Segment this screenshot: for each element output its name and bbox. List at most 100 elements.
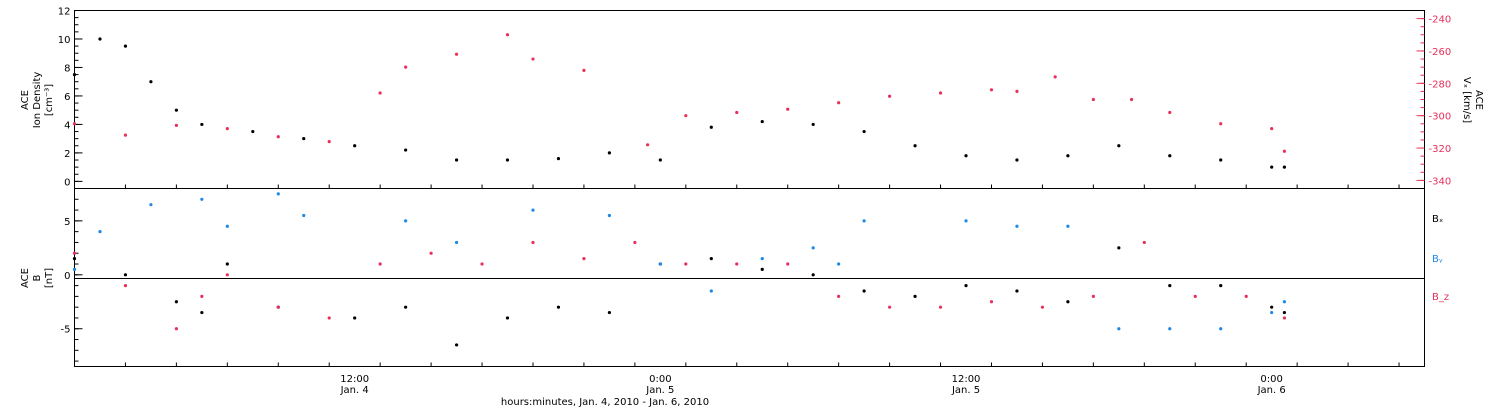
bfield-bz-point [72, 251, 77, 255]
velocity-vx-point [837, 101, 841, 105]
bfield-bz-point [1091, 294, 1095, 298]
bfield-bx-point [607, 310, 612, 315]
x-tick-label-time: 0:00 [1260, 374, 1282, 385]
bfield-by-point [607, 213, 612, 218]
bfield-bx-point [1219, 283, 1223, 288]
bfield-by-point [1117, 327, 1121, 331]
velocity-vx-point [505, 33, 510, 37]
y2-tick-label-top-right: -240 [1429, 15, 1452, 26]
bfield-bz-point [1244, 294, 1248, 298]
density-iondensity-point [1282, 165, 1287, 169]
x-tick-label-date: Jan. 4 [340, 385, 369, 396]
bfield-bz-point [786, 262, 790, 266]
density-iondensity-point [913, 144, 917, 148]
velocity-vx-point [1168, 110, 1172, 115]
data-points [72, 33, 1287, 347]
velocity-vx-point [276, 135, 280, 139]
bfield-bz-point [327, 316, 331, 320]
density-iondensity-point [251, 129, 255, 134]
velocity-vx-point [123, 133, 128, 137]
bfield-by-point [709, 289, 713, 293]
bfield-bx-point [811, 273, 815, 277]
bottom-left-label-line1: ACE [20, 268, 31, 288]
density-iondensity-point [353, 144, 357, 148]
bfield-by-point [1270, 310, 1274, 315]
y-tick-label-bottom-left: 0 [64, 271, 70, 282]
bfield-by-point [811, 246, 815, 250]
bfield-bz-point [837, 294, 841, 298]
velocity-vx-point [1282, 149, 1287, 153]
bfield-bx-point [353, 316, 357, 320]
velocity-vx-point [72, 122, 77, 126]
bfield-bz-point [429, 251, 433, 255]
y-tick-label-top-left: 2 [64, 149, 70, 160]
velocity-vx-point [174, 123, 178, 127]
y2-tick-label-top-right: -340 [1429, 176, 1452, 187]
bfield-bx-point [964, 283, 968, 288]
density-iondensity-point [505, 158, 510, 162]
bfield-by-point [200, 197, 204, 201]
velocity-vx-point [938, 91, 943, 95]
density-iondensity-point [1117, 144, 1121, 148]
y2-tick-label-top-right: -280 [1429, 79, 1452, 90]
velocity-vx-point [327, 139, 331, 144]
bfield-bx-point [1117, 246, 1121, 250]
bfield-by-point [72, 267, 77, 272]
x-tick-label-date: Jan. 5 [951, 385, 980, 396]
velocity-vx-point [684, 114, 688, 118]
density-iondensity-point [1219, 158, 1223, 162]
y-tick-label-top-left: 6 [64, 92, 70, 103]
top-left-label-line2: Ion Density [32, 72, 43, 129]
bfield-bx-point [760, 267, 764, 272]
x-tick-label-time: 12:00 [952, 374, 981, 385]
bfield-bx-point [1015, 289, 1019, 293]
bfield-bx-point [913, 294, 917, 298]
y-tick-label-top-left: 12 [58, 7, 71, 18]
x-tick-label-time: 0:00 [649, 374, 671, 385]
bottom-left-label-line3: [nT] [44, 268, 55, 288]
bfield-by-point [1168, 327, 1172, 331]
bfield-by-point [1282, 300, 1287, 304]
x-axis-title: hours:minutes, Jan. 4, 2010 - Jan. 6, 20… [501, 397, 709, 408]
y-tick-label-bottom-left: -5 [61, 325, 71, 336]
bfield-bz-point [200, 294, 204, 298]
bfield-bx-point [123, 273, 128, 277]
bfield-bz-point [123, 283, 128, 288]
y-tick-label-top-left: 8 [64, 63, 70, 74]
velocity-vx-point [454, 52, 459, 56]
top-left-axis-label: ACE Ion Density [cm⁻³] [20, 72, 55, 129]
top-right-label-line2: Vₓ [km/s] [1461, 77, 1472, 123]
density-iondensity-point [123, 44, 128, 48]
bfield-bz-point [174, 327, 178, 331]
velocity-vx-point [1053, 75, 1057, 79]
top-left-label-line3: [cm⁻³] [44, 84, 55, 116]
bfield-by-point [98, 230, 102, 234]
y2-tick-label-top-right: -300 [1429, 112, 1452, 123]
density-iondensity-point [302, 137, 306, 141]
density-iondensity-point [709, 125, 713, 129]
y-tick-label-top-left: 10 [58, 35, 71, 46]
velocity-vx-point [646, 143, 650, 147]
bfield-bx-point [404, 305, 408, 309]
bfield-bx-point [174, 300, 178, 304]
y-tick-label-bottom-left: 5 [64, 217, 70, 228]
y-tick-label-top-left: 4 [64, 120, 70, 131]
x-tick-label-time: 12:00 [340, 374, 369, 385]
bottom-panel-frame [74, 188, 1425, 367]
legend-by: Bᵧ [1432, 254, 1443, 265]
bfield-bx-point [1282, 310, 1287, 315]
density-iondensity-point [149, 80, 153, 84]
bfield-bz-point [1282, 316, 1287, 320]
bfield-bz-point [684, 262, 688, 266]
density-iondensity-point [174, 108, 178, 112]
bfield-bz-point [276, 305, 280, 309]
bfield-bz-point [531, 240, 535, 245]
density-iondensity-point [1066, 154, 1070, 158]
bfield-by-point [837, 262, 841, 266]
top-right-axis-label: ACE Vₓ [km/s] [1461, 77, 1484, 123]
legend-bx: Bₓ [1432, 214, 1443, 225]
density-iondensity-point [200, 122, 204, 127]
bfield-bz-point [989, 300, 994, 304]
velocity-vx-point [531, 57, 535, 61]
